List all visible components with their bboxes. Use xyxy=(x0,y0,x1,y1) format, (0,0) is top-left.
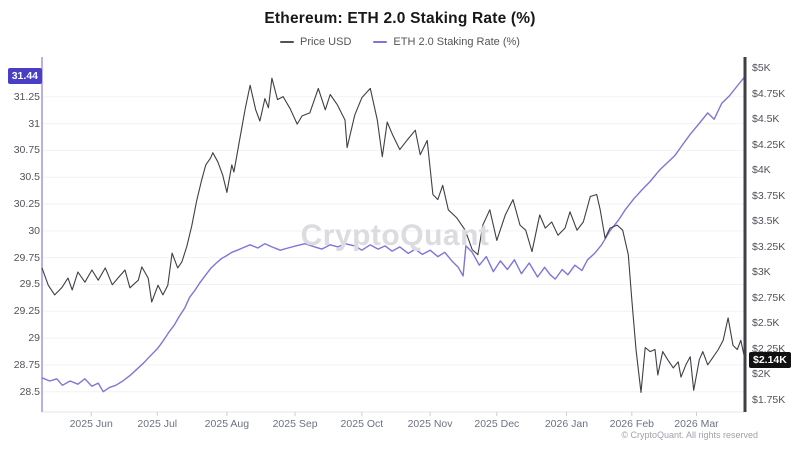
legend-label-staking: ETH 2.0 Staking Rate (%) xyxy=(393,36,520,48)
y-right-tick-label: $3.75K xyxy=(752,189,786,202)
chart-title: Ethereum: ETH 2.0 Staking Rate (%) xyxy=(264,10,536,27)
watermark: CryptoQuant xyxy=(300,219,490,252)
x-tick-label: 2025 Nov xyxy=(407,418,453,430)
y-left-tick-label: 31.25 xyxy=(13,90,40,103)
y-right-tick-label: $3.25K xyxy=(752,240,786,253)
copyright-notice: © CryptoQuant. All rights reserved xyxy=(621,430,758,440)
y-right-tick-label: $4.5K xyxy=(752,113,780,125)
x-tick-label: 2026 Mar xyxy=(674,418,719,430)
y-right-tick-label: $4.25K xyxy=(752,138,786,151)
y-right-tick-label: $3.5K xyxy=(752,215,780,227)
y-right-tick-label: $3K xyxy=(752,266,771,278)
series-staking xyxy=(41,75,746,393)
series-price xyxy=(41,77,746,393)
legend: Price USD ETH 2.0 Staking Rate (%) xyxy=(0,36,800,48)
price-line-swatch-icon xyxy=(280,41,295,43)
y-left-tick-label: 29.25 xyxy=(13,305,40,318)
x-tick-label: 2025 Dec xyxy=(474,418,520,430)
x-tick-label: 2025 Jul xyxy=(137,418,178,430)
x-tick-label: 2025 Sep xyxy=(272,418,318,430)
y-right-tick-label: $2.75K xyxy=(752,291,786,304)
y-left-tick-label: 30.75 xyxy=(13,144,40,157)
y-right-tick-label: $4K xyxy=(752,164,771,176)
y-left-tick-label: 29 xyxy=(28,332,40,345)
y-right-tick-label: $2K xyxy=(752,368,771,380)
legend-item-staking[interactable]: ETH 2.0 Staking Rate (%) xyxy=(373,36,520,48)
legend-label-price: Price USD xyxy=(300,36,352,48)
y-right-tick-label: $5K xyxy=(752,62,771,74)
x-tick-label: 2026 Feb xyxy=(609,418,654,430)
staking-rate-badge: 31.44 xyxy=(7,68,42,85)
y-right-tick-label: $4.75K xyxy=(752,87,786,100)
x-tick-label: 2025 Aug xyxy=(204,418,250,430)
y-left-tick-label: 29.5 xyxy=(19,278,40,291)
x-tick-label: 2025 Jun xyxy=(69,418,113,430)
y-right-tick-label: $1.75K xyxy=(752,393,786,406)
y-left-tick-label: 28.5 xyxy=(19,385,40,398)
y-left-tick-label: 30.5 xyxy=(19,171,40,184)
y-left-tick-label: 28.75 xyxy=(13,358,40,371)
y-left-tick-label: 30.25 xyxy=(13,198,40,211)
legend-item-price[interactable]: Price USD xyxy=(280,36,351,48)
price-badge: $2.14K xyxy=(749,351,791,368)
y-left-tick-label: 30 xyxy=(28,224,40,237)
x-tick-label: 2025 Oct xyxy=(340,418,384,430)
y-left-tick-label: 29.75 xyxy=(13,251,40,264)
y-right-tick-label: $2.25K xyxy=(752,342,786,355)
y-left-tick-label: 31 xyxy=(28,117,40,130)
staking-line-swatch-icon xyxy=(373,41,388,43)
y-right-tick-label: $2.5K xyxy=(752,317,780,329)
x-tick-label: 2026 Jan xyxy=(544,418,589,430)
